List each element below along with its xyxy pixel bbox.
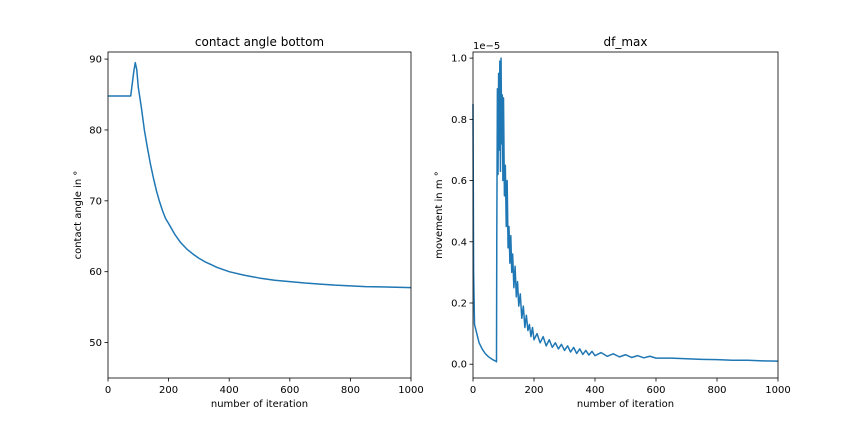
- x-tick-label: 400: [220, 385, 239, 396]
- y-tick-label: 80: [89, 125, 102, 136]
- y-tick-label: 0.0: [451, 360, 467, 371]
- y-tick-label: 70: [89, 196, 102, 207]
- chart-contact-angle: contact angle bottom 0 200 400 600 800 1000 5…: [73, 35, 424, 410]
- x-tick-label: 800: [341, 385, 360, 396]
- y-tick-label: 90: [89, 55, 102, 66]
- y-tick-label: 1.0: [451, 54, 467, 65]
- y-tick-label: 60: [89, 267, 102, 278]
- series-line-0: [472, 57, 779, 363]
- x-tick-label: 1000: [765, 385, 790, 396]
- x-tick-label: 400: [585, 385, 604, 396]
- y-tick-label: 50: [89, 338, 102, 349]
- chart-title: contact angle bottom: [195, 35, 324, 49]
- y-axis-label: movement in m °: [434, 171, 445, 258]
- x-tick-label: 200: [159, 385, 178, 396]
- x-axis-label: number of iteration: [577, 399, 674, 410]
- y-axis-ticks: 0.0 0.2 0.4 0.6 0.8 1.0: [451, 54, 473, 371]
- chart-df-max: df_max 1e−5 0 200 400 600 800 1000 0.00.20.40…: [434, 35, 791, 410]
- chart-title: df_max: [604, 35, 648, 49]
- y-axis-label: contact angle in °: [73, 171, 84, 260]
- plot-frame: [472, 51, 779, 379]
- plot-frame: [107, 51, 412, 379]
- series-line-0: [108, 61, 412, 289]
- series-layer: [108, 61, 412, 289]
- y-tick-label: 0.8: [451, 115, 467, 126]
- x-tick-label: 800: [707, 385, 726, 396]
- x-axis-label: number of iteration: [211, 399, 308, 410]
- x-tick-label: 600: [280, 385, 299, 396]
- x-tick-label: 0: [105, 385, 111, 396]
- x-tick-label: 0: [470, 385, 476, 396]
- x-tick-label: 200: [524, 385, 543, 396]
- x-tick-label: 600: [646, 385, 665, 396]
- x-axis-ticks: 0 200 400 600 800 1000: [105, 378, 424, 396]
- y-tick-label: 0.2: [451, 299, 467, 310]
- x-tick-label: 1000: [398, 385, 423, 396]
- x-axis-ticks: 0 200 400 600 800 1000: [470, 378, 791, 396]
- y-tick-label: 0.4: [451, 237, 467, 248]
- y-axis-offset-text: 1e−5: [473, 41, 500, 52]
- y-tick-label: 0.6: [451, 176, 467, 187]
- series-layer: [472, 57, 779, 363]
- y-axis-ticks: 50 60 70 80 90: [89, 55, 108, 349]
